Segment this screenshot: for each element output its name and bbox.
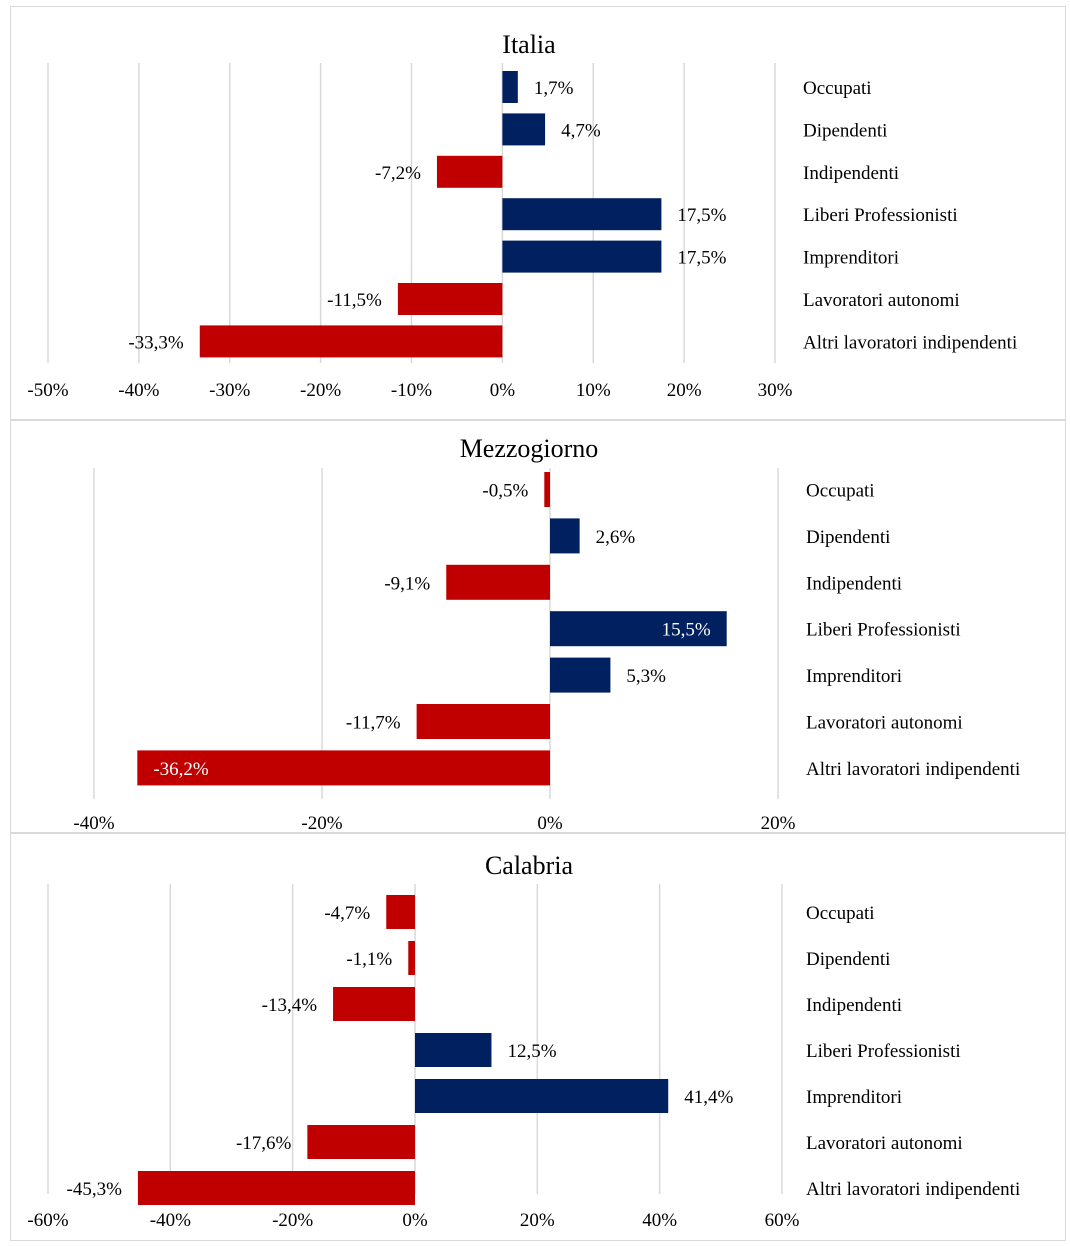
bar — [408, 941, 415, 975]
x-tick-label: -20% — [301, 813, 342, 834]
category-label: Dipendenti — [803, 120, 887, 141]
category-label: Liberi Professionisti — [806, 620, 961, 641]
bar — [386, 895, 415, 929]
bar — [333, 987, 415, 1021]
x-tick-label: 30% — [758, 380, 793, 401]
category-label: Lavoratori autonomi — [806, 713, 963, 734]
bar — [137, 1171, 415, 1205]
data-label: 41,4% — [684, 1087, 733, 1108]
category-label: Indipendenti — [806, 573, 902, 594]
bar — [436, 155, 503, 188]
category-label: Occupati — [806, 481, 875, 502]
x-tick-label: 40% — [642, 1210, 677, 1231]
x-tick-label: -10% — [391, 380, 432, 401]
data-label: 2,6% — [596, 527, 636, 548]
x-tick-label: -20% — [300, 380, 341, 401]
category-label: Lavoratori autonomi — [806, 1133, 963, 1154]
chart-panel-calabria: Calabria -60% -40% -20% 0% 20% 40% 60% -4,7% Occu… — [10, 833, 1066, 1241]
category-label: Indipendenti — [806, 995, 902, 1016]
data-label: 1,7% — [534, 78, 574, 99]
bar — [502, 240, 662, 273]
x-tick-label: -30% — [209, 380, 250, 401]
x-tick-label: 60% — [765, 1210, 800, 1231]
bar-chart-svg: Mezzogiorno -40% -20% 0% 20% -0,5% Occupati 2,6… — [73, 434, 1020, 834]
bar — [446, 564, 550, 600]
data-label: 17,5% — [677, 248, 726, 269]
category-label: Dipendenti — [806, 527, 890, 548]
category-label: Liberi Professionisti — [803, 205, 958, 226]
data-label: -13,4% — [262, 995, 318, 1016]
bar — [397, 283, 503, 315]
category-label: Lavoratori autonomi — [803, 290, 960, 311]
category-label: Imprenditori — [803, 248, 899, 269]
bar — [199, 325, 503, 358]
data-label: 5,3% — [626, 666, 666, 687]
x-tick-label: 0% — [537, 813, 563, 834]
data-label: -11,7% — [346, 713, 401, 734]
category-label: Altri lavoratori indipendenti — [806, 1179, 1020, 1200]
category-label: Occupati — [806, 903, 875, 924]
data-label: -11,5% — [327, 290, 382, 311]
bar — [307, 1125, 415, 1159]
x-tick-label: -40% — [118, 380, 159, 401]
x-tick-label: -20% — [272, 1210, 313, 1231]
category-label: Imprenditori — [806, 666, 902, 687]
chart-panel-italia: Italia -50% -40% -30% -20% -10% 0% 10% 20% 30% 1,7… — [10, 6, 1066, 420]
bar — [550, 657, 611, 693]
category-label: Imprenditori — [806, 1087, 902, 1108]
bar-chart-svg: Calabria -60% -40% -20% 0% 20% 40% 60% -4,7% Occu… — [27, 851, 1020, 1231]
category-label: Liberi Professionisti — [806, 1041, 961, 1062]
bar — [415, 1033, 492, 1067]
x-tick-label: 20% — [667, 380, 702, 401]
bar — [550, 611, 727, 647]
x-tick-label: -50% — [27, 380, 68, 401]
category-label: Indipendenti — [803, 163, 899, 184]
bar — [137, 750, 550, 786]
x-tick-label: 10% — [576, 380, 611, 401]
chart-title: Italia — [502, 30, 556, 59]
chart-title: Calabria — [485, 851, 574, 880]
bar — [502, 71, 518, 103]
category-label: Occupati — [803, 78, 872, 99]
chart-title: Mezzogiorno — [460, 434, 599, 463]
bar — [502, 198, 662, 231]
data-label: 15,5% — [662, 620, 711, 641]
data-label: -33,3% — [128, 332, 184, 353]
data-label: -7,2% — [375, 163, 421, 184]
data-label: -36,2% — [153, 759, 209, 780]
bar — [416, 704, 550, 739]
bar — [550, 518, 580, 554]
data-label: 17,5% — [677, 205, 726, 226]
x-tick-label: -40% — [73, 813, 114, 834]
data-label: -4,7% — [324, 903, 370, 924]
bar — [415, 1079, 669, 1113]
category-label: Altri lavoratori indipendenti — [806, 759, 1020, 780]
bar — [544, 472, 550, 507]
category-label: Altri lavoratori indipendenti — [803, 332, 1017, 353]
x-tick-label: -60% — [27, 1210, 68, 1231]
x-tick-label: 0% — [490, 380, 516, 401]
data-label: -0,5% — [482, 481, 528, 502]
data-label: -45,3% — [67, 1179, 123, 1200]
data-label: -1,1% — [346, 949, 392, 970]
data-label: -17,6% — [236, 1133, 292, 1154]
data-label: -9,1% — [384, 573, 430, 594]
x-tick-label: 20% — [761, 813, 796, 834]
x-tick-label: 0% — [402, 1210, 428, 1231]
bar — [502, 113, 546, 146]
chart-panel-mezzogiorno: Mezzogiorno -40% -20% 0% 20% -0,5% Occupati 2,6… — [10, 420, 1066, 834]
x-tick-label: 20% — [520, 1210, 555, 1231]
data-label: 4,7% — [561, 120, 601, 141]
data-label: 12,5% — [507, 1041, 556, 1062]
bar-chart-svg: Italia -50% -40% -30% -20% -10% 0% 10% 20% 30% 1,7… — [27, 30, 1017, 401]
category-label: Dipendenti — [806, 949, 890, 970]
x-tick-label: -40% — [150, 1210, 191, 1231]
